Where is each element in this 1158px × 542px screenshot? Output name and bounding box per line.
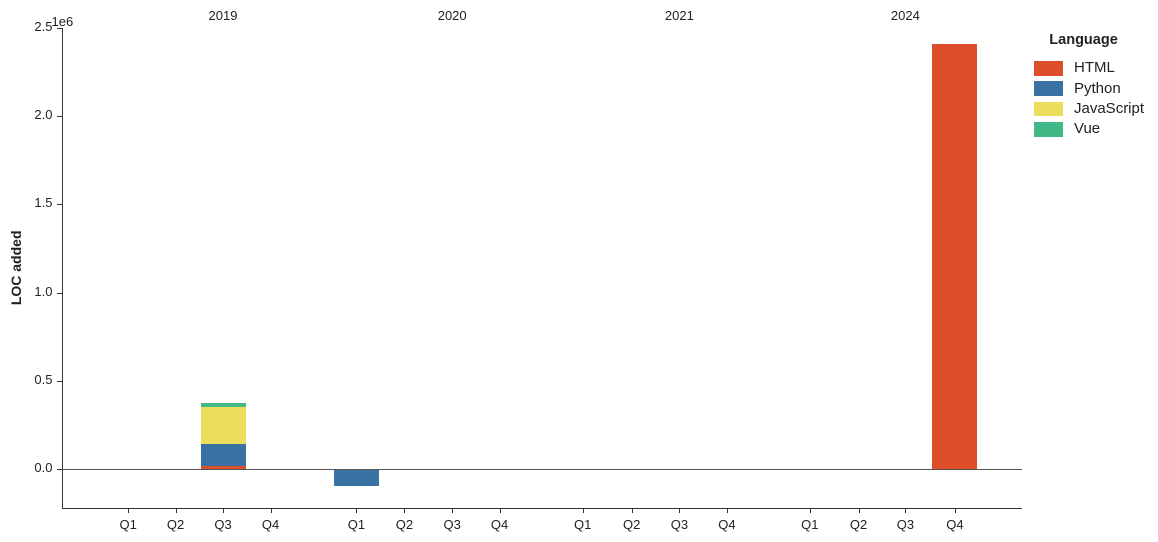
svg-text:LOC added: LOC added	[8, 231, 24, 306]
